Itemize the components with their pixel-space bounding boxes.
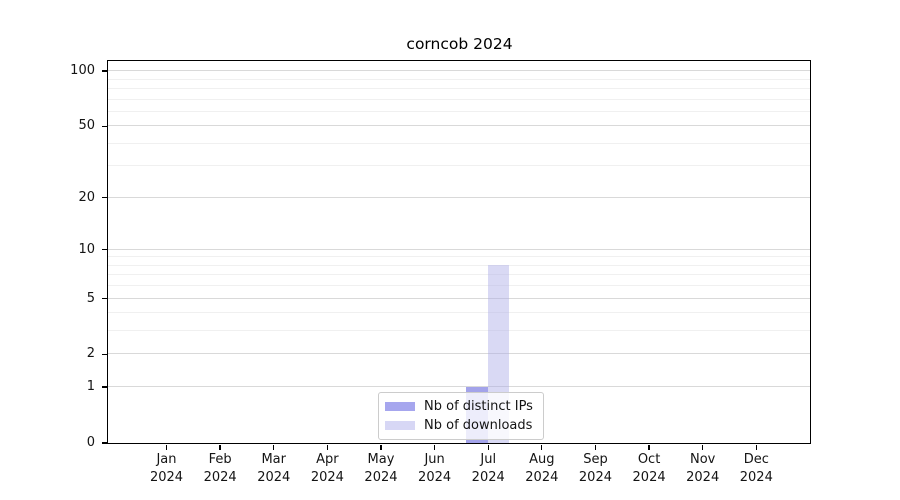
gridline-major-100 — [107, 70, 810, 72]
x-label-month: Aug — [529, 452, 555, 467]
y-tick-10 — [101, 249, 107, 251]
x-label-month: Jul — [480, 452, 497, 467]
y-tick-label-0: 0 — [86, 435, 95, 450]
x-tick-label-nov-2024: Nov 2024 — [663, 451, 743, 487]
x-tick-label-sep-2024: Sep 2024 — [555, 451, 635, 487]
y-tick-label-50: 50 — [78, 118, 95, 134]
x-label-month: Dec — [743, 452, 769, 467]
legend-item-downloads: Nb of downloads — [385, 417, 535, 434]
x-tick-mar — [273, 444, 275, 450]
gridline-major-50 — [107, 125, 810, 127]
gridline-minor-70 — [107, 98, 810, 100]
x-label-year: 2024 — [364, 470, 398, 485]
y-tick-label-5: 5 — [86, 290, 95, 306]
x-tick-label-aug-2024: Aug 2024 — [502, 451, 582, 487]
x-tick-label-feb-2024: Feb 2024 — [180, 451, 260, 487]
x-tick-label-oct-2024: Oct 2024 — [609, 451, 689, 487]
x-tick-feb — [219, 444, 221, 450]
x-tick-nov — [702, 444, 704, 450]
x-tick-label-may-2024: May 2024 — [341, 451, 421, 487]
x-tick-apr — [326, 444, 328, 450]
x-label-month: Oct — [637, 452, 661, 467]
x-tick-sep — [594, 444, 597, 450]
x-tick-label-apr-2024: Apr 2024 — [287, 451, 367, 487]
x-tick-may — [380, 444, 382, 450]
x-tick-label-jul-2024: Jul 2024 — [448, 451, 528, 487]
y-tick-100 — [101, 70, 107, 72]
x-label-year: 2024 — [149, 470, 184, 485]
gridline-major-5 — [107, 297, 810, 299]
legend: Nb of distinct IPs Nb of downloads — [378, 392, 544, 440]
y-tick-label-100: 100 — [70, 63, 95, 79]
x-label-year: 2024 — [257, 470, 291, 485]
x-label-month: May — [367, 452, 395, 467]
x-label-year: 2024 — [310, 470, 344, 485]
y-tick-1 — [101, 386, 107, 388]
x-tick-oct — [648, 444, 650, 450]
x-tick-aug — [541, 444, 543, 450]
x-tick-dec — [755, 444, 757, 450]
y-tick-label-10: 10 — [78, 241, 95, 257]
x-label-month: Sep — [583, 452, 608, 467]
gridline-major-20 — [107, 196, 810, 198]
x-label-month: Jun — [424, 452, 445, 467]
y-tick-label-2: 2 — [86, 346, 95, 362]
gridline-major-10 — [107, 248, 810, 250]
y-tick-label-1: 1 — [86, 379, 95, 395]
legend-swatch-distinct-ips — [385, 402, 415, 411]
chart-title: corncob 2024 — [406, 35, 513, 53]
x-label-month: Feb — [208, 452, 232, 467]
x-label-year: 2024 — [471, 470, 505, 485]
legend-label-distinct-ips: Nb of distinct IPs — [424, 399, 533, 414]
gridline-major-1 — [107, 386, 810, 388]
x-label-year: 2024 — [578, 470, 612, 485]
x-tick-jun — [433, 444, 436, 450]
x-label-year: 2024 — [686, 470, 720, 485]
y-tick-label-20: 20 — [78, 189, 95, 205]
x-label-year: 2024 — [203, 470, 237, 485]
y-tick-0 — [101, 442, 107, 444]
y-tick-50 — [101, 125, 107, 127]
y-tick-2 — [101, 353, 107, 356]
gridline-minor-3 — [107, 330, 810, 332]
gridline-minor-30 — [107, 165, 810, 167]
gridline-minor-90 — [107, 78, 810, 80]
x-label-month: Mar — [261, 452, 286, 467]
x-tick-label-jun-2024: Jun 2024 — [395, 451, 475, 487]
legend-item-distinct-ips: Nb of distinct IPs — [385, 398, 535, 415]
gridline-minor-7 — [107, 274, 810, 276]
x-label-month: Apr — [316, 452, 339, 467]
x-label-year: 2024 — [739, 470, 773, 485]
legend-swatch-downloads — [385, 421, 415, 430]
gridline-minor-9 — [107, 256, 810, 258]
x-label-year: 2024 — [525, 470, 559, 485]
x-label-year: 2024 — [632, 470, 666, 485]
legend-label-downloads: Nb of downloads — [424, 418, 533, 433]
gridline-minor-60 — [107, 110, 810, 112]
gridline-minor-80 — [107, 87, 810, 89]
gridline-minor-8 — [107, 264, 810, 266]
gridline-minor-40 — [107, 142, 810, 144]
x-tick-label-dec-2024: Dec 2024 — [716, 451, 796, 487]
x-tick-label-mar-2024: Mar 2024 — [234, 451, 314, 487]
x-label-month: Jan — [156, 452, 177, 467]
gridline-minor-4 — [107, 312, 810, 314]
x-label-month: Nov — [690, 452, 716, 467]
x-tick-label-jan-2024: Jan 2024 — [127, 451, 207, 487]
x-tick-jul — [487, 444, 489, 450]
gridline-minor-6 — [107, 285, 810, 287]
y-tick-20 — [101, 197, 107, 199]
plot-area — [106, 59, 811, 444]
y-tick-5 — [101, 297, 107, 300]
x-label-year: 2024 — [418, 470, 452, 485]
x-tick-jan — [165, 444, 168, 450]
gridline-major-2 — [107, 353, 810, 355]
